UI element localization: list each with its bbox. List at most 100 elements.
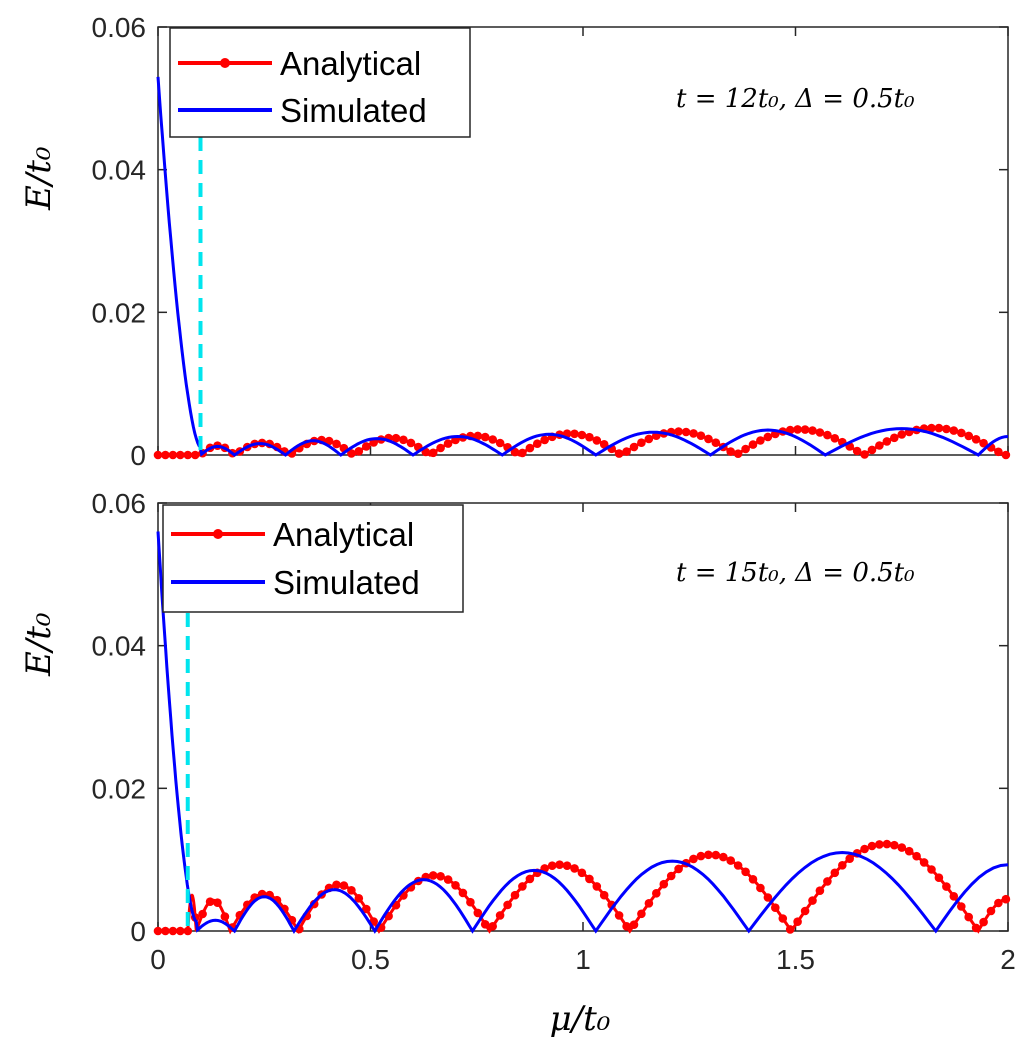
analytical-point — [800, 906, 810, 916]
analytical-point — [1001, 894, 1011, 904]
analytical-point — [860, 450, 869, 459]
analytical-point — [681, 427, 691, 437]
analytical-point — [176, 450, 185, 460]
analytical-point — [488, 922, 498, 931]
analytical-point — [533, 439, 542, 449]
analytical-point — [689, 429, 698, 438]
analytical-point — [570, 864, 579, 873]
analytical-point — [399, 435, 408, 445]
analytical-point — [443, 439, 453, 448]
analytical-point — [800, 425, 810, 434]
analytical-point — [480, 920, 490, 929]
analytical-point — [391, 433, 401, 443]
top-y-ticks: 0 0.02 0.04 0.06 — [92, 12, 1008, 471]
analytical-point — [592, 436, 602, 445]
analytical-point — [599, 440, 609, 449]
analytical-point — [696, 851, 706, 861]
y-tick-label: 0.06 — [92, 12, 147, 43]
analytical-point — [689, 854, 698, 864]
analytical-point — [332, 439, 341, 449]
analytical-point — [711, 438, 721, 448]
analytical-point — [339, 881, 349, 890]
analytical-point — [860, 844, 869, 854]
analytical-point — [495, 911, 505, 920]
analytical-point — [480, 432, 490, 442]
analytical-point — [942, 424, 951, 434]
analytical-point — [957, 428, 966, 438]
top-legend-simulated-label: Simulated — [280, 92, 427, 129]
analytical-point — [912, 851, 921, 861]
analytical-point — [927, 423, 936, 433]
analytical-point — [815, 428, 825, 437]
analytical-point — [362, 904, 371, 914]
analytical-point — [153, 926, 163, 936]
analytical-point — [622, 447, 631, 456]
top-legend-analytical-label: Analytical — [280, 45, 421, 82]
analytical-point — [882, 437, 892, 446]
simulated-curve — [156, 76, 1009, 457]
analytical-point — [674, 864, 683, 874]
analytical-point — [726, 447, 735, 456]
top-legend: Analytical Simulated — [169, 27, 471, 138]
analytical-point — [741, 444, 750, 454]
bottom-panel: 0 0.02 0.04 0.06 0 0.5 1 1.5 2 E/t₀ μ/t₀ t = 15… — [19, 488, 1016, 1039]
analytical-point — [354, 894, 364, 903]
y-tick-label: 0.04 — [92, 155, 147, 186]
analytical-point — [934, 423, 944, 433]
analytical-point — [808, 426, 817, 435]
analytical-point — [823, 877, 832, 886]
bottom-curves — [153, 531, 1011, 936]
analytical-point — [562, 861, 572, 870]
analytical-point — [793, 917, 802, 926]
analytical-point — [354, 447, 364, 456]
analytical-point — [347, 449, 356, 458]
analytical-point — [711, 850, 721, 860]
y-tick-label: 0.06 — [92, 488, 147, 519]
analytical-point — [838, 861, 847, 870]
bottom-x-ticks: 0 0.5 1 1.5 2 — [150, 503, 1016, 975]
analytical-point — [927, 865, 936, 874]
analytical-point — [629, 920, 639, 929]
analytical-point — [815, 886, 825, 895]
analytical-point — [733, 449, 743, 459]
analytical-point — [525, 443, 535, 453]
analytical-point — [161, 926, 170, 936]
analytical-point — [518, 448, 527, 458]
analytical-point — [599, 890, 609, 900]
x-tick-label: 0.5 — [351, 944, 390, 975]
analytical-point — [823, 430, 832, 440]
analytical-point — [696, 431, 706, 441]
analytical-point — [1001, 450, 1011, 460]
y-tick-label: 0.04 — [92, 631, 147, 662]
analytical-point — [555, 860, 564, 869]
analytical-point — [161, 450, 170, 460]
analytical-point — [756, 883, 765, 893]
analytical-point — [205, 897, 215, 906]
analytical-point — [592, 882, 602, 891]
analytical-point — [793, 425, 802, 434]
analytical-point — [510, 447, 520, 457]
analytical-point — [897, 843, 907, 852]
bottom-legend-analytical-label: Analytical — [273, 516, 414, 553]
analytical-point — [704, 850, 713, 860]
analytical-point — [495, 438, 505, 448]
analytical-point — [882, 839, 892, 849]
analytical-point — [168, 926, 178, 936]
analytical-point — [726, 856, 735, 865]
top-legend-analytical-marker — [220, 58, 230, 68]
analytical-point — [451, 881, 460, 890]
analytical-point — [808, 896, 817, 905]
y-tick-label: 0 — [130, 440, 146, 471]
analytical-point — [934, 873, 944, 882]
analytical-point — [763, 893, 773, 902]
analytical-point — [458, 888, 468, 898]
analytical-point — [852, 446, 862, 456]
analytical-point — [510, 890, 520, 900]
analytical-point — [614, 911, 624, 920]
bottom-legend-simulated-label: Simulated — [273, 564, 420, 601]
analytical-point — [942, 882, 951, 891]
analytical-point — [436, 872, 445, 881]
analytical-point — [644, 899, 654, 908]
top-legend-box — [169, 27, 471, 138]
